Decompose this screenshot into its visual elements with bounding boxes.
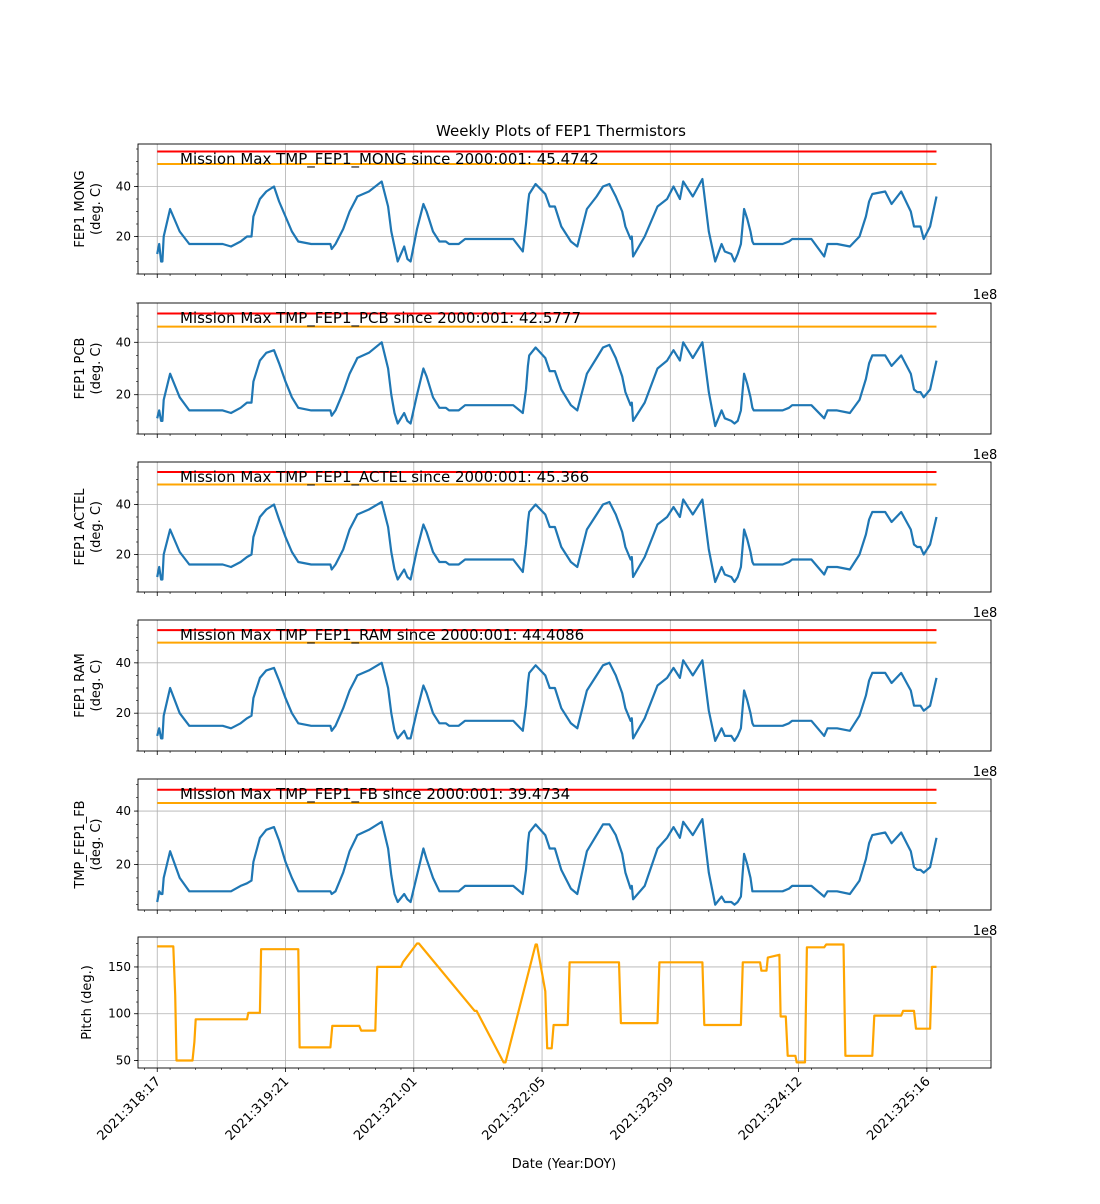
subplots: 20 40 Mission Max TMP_FEP1_MONG since 2000… bbox=[73, 143, 998, 1144]
x-axis-label: Date (Year:DOY) bbox=[512, 1157, 617, 1172]
y-axis-label: (deg. C) bbox=[89, 819, 104, 871]
x-tick-label: 2021:323:09 bbox=[608, 1074, 677, 1143]
y-axis-label: FEP1 MONG bbox=[73, 170, 88, 247]
subplot-5: 20 40 Mission Max TMP_FEP1_FB since 2000:0… bbox=[73, 778, 998, 939]
y-tick-label: 20 bbox=[116, 388, 131, 402]
y-axis-label: (deg. C) bbox=[89, 343, 104, 395]
x-tick-label: 2021:319:21 bbox=[223, 1074, 292, 1143]
data-line bbox=[157, 942, 937, 1064]
mission-max-annotation: Mission Max TMP_FEP1_RAM since 2000:001:… bbox=[180, 626, 584, 645]
axis-offset-label: 1e8 bbox=[973, 924, 998, 939]
x-tick-label: 2021:324:12 bbox=[736, 1074, 805, 1143]
axis-offset-label: 1e8 bbox=[973, 606, 998, 621]
y-tick-label: 50 bbox=[116, 1054, 131, 1068]
axis-offset-label: 1e8 bbox=[973, 765, 998, 780]
y-axis-label: (deg. C) bbox=[89, 183, 104, 235]
data-line bbox=[156, 498, 938, 584]
y-tick-label: 40 bbox=[116, 180, 131, 194]
axis-offset-label: 1e8 bbox=[973, 288, 998, 303]
y-axis-label: Pitch (deg.) bbox=[80, 965, 95, 1040]
subplot-3: 20 40 Mission Max TMP_FEP1_ACTEL since 200… bbox=[73, 461, 998, 621]
y-axis-label: FEP1 PCB bbox=[73, 338, 88, 400]
data-line bbox=[156, 817, 938, 906]
axes-frame bbox=[137, 143, 992, 275]
x-tick-label: 2021:318:17 bbox=[95, 1074, 164, 1143]
y-tick-label: 20 bbox=[116, 230, 131, 244]
x-tick-label: 2021:321:01 bbox=[351, 1074, 420, 1143]
subplot-4: 20 40 Mission Max TMP_FEP1_RAM since 2000:… bbox=[73, 619, 998, 780]
y-tick-label: 20 bbox=[116, 548, 131, 562]
mission-max-annotation: Mission Max TMP_FEP1_ACTEL since 2000:00… bbox=[180, 468, 589, 487]
y-tick-label: 20 bbox=[116, 706, 131, 720]
axes-frame bbox=[137, 936, 992, 1069]
axes-frame bbox=[137, 461, 992, 593]
y-tick-label: 40 bbox=[116, 804, 131, 818]
subplot-2: 20 40 Mission Max TMP_FEP1_PCB since 2000:… bbox=[73, 302, 998, 463]
subplot-6: 50 100 150 Pitch (deg.) bbox=[80, 936, 992, 1072]
y-axis-label: FEP1 ACTEL bbox=[73, 488, 88, 566]
x-tick-label: 2021:325:16 bbox=[864, 1074, 933, 1143]
mission-max-annotation: Mission Max TMP_FEP1_FB since 2000:001: … bbox=[180, 785, 570, 804]
y-axis-label: FEP1 RAM bbox=[73, 653, 88, 718]
y-axis-label: (deg. C) bbox=[89, 660, 104, 712]
mission-max-annotation: Mission Max TMP_FEP1_PCB since 2000:001:… bbox=[180, 309, 581, 328]
axes-frame bbox=[137, 302, 992, 435]
subplot-1: 20 40 Mission Max TMP_FEP1_MONG since 2000… bbox=[73, 143, 998, 303]
chart-title: Weekly Plots of FEP1 Thermistors bbox=[436, 122, 686, 140]
data-line bbox=[156, 341, 938, 428]
y-tick-label: 100 bbox=[108, 1007, 131, 1021]
data-line bbox=[156, 659, 938, 743]
data-line bbox=[156, 177, 938, 263]
axes-frame bbox=[137, 619, 992, 752]
y-tick-label: 40 bbox=[116, 335, 131, 349]
y-tick-label: 40 bbox=[116, 498, 131, 512]
mission-max-annotation: Mission Max TMP_FEP1_MONG since 2000:001… bbox=[180, 150, 599, 169]
x-tick-label: 2021:322:05 bbox=[479, 1074, 548, 1143]
y-axis-label: (deg. C) bbox=[89, 501, 104, 553]
axis-offset-label: 1e8 bbox=[973, 448, 998, 463]
y-tick-label: 40 bbox=[116, 656, 131, 670]
y-tick-label: 20 bbox=[116, 858, 131, 872]
y-tick-label: 150 bbox=[108, 960, 131, 974]
axes-frame bbox=[137, 778, 992, 911]
y-axis-label: TMP_FEP1_FB bbox=[73, 800, 88, 889]
